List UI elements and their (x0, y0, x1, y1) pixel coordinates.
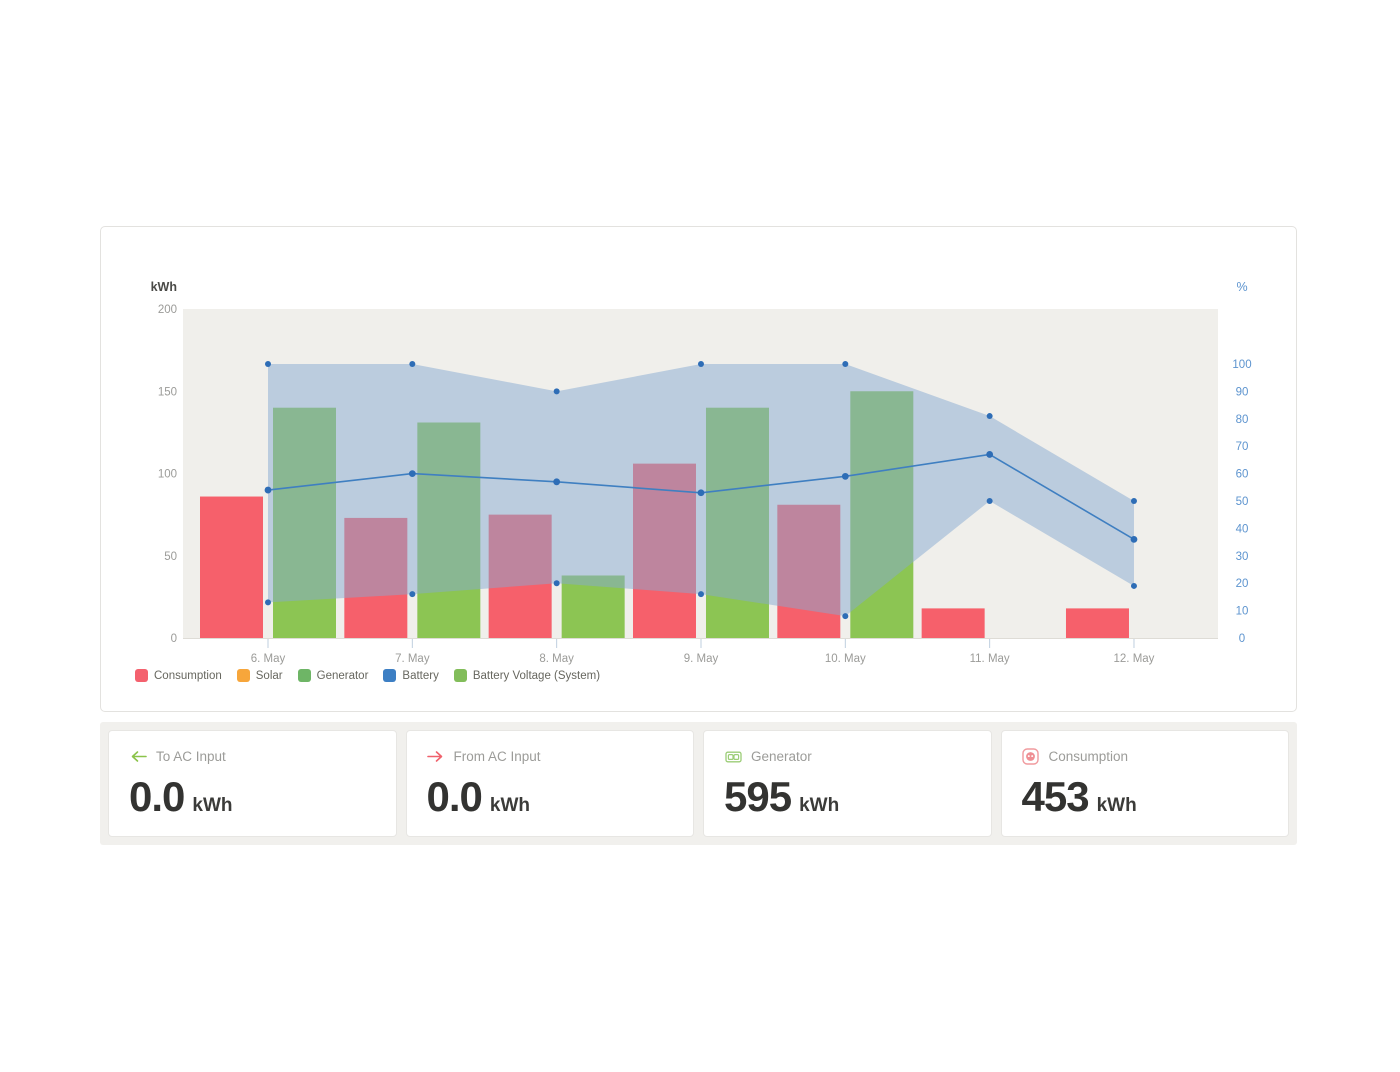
right-axis-tick-label: 80 (1236, 414, 1249, 426)
x-axis-label: 9. May (684, 653, 719, 665)
right-axis-tick-label: 40 (1236, 523, 1249, 535)
battery-max-point[interactable] (553, 388, 560, 395)
battery-min-point[interactable] (1130, 582, 1137, 589)
right-axis-tick-label: 20 (1236, 578, 1249, 590)
page: 6. May 7. May 8. May 9. May 10. May 11. May 12… (100, 226, 1297, 845)
legend-swatch (453, 669, 467, 682)
x-axis-label: 7. May (395, 653, 430, 665)
battery-max-point[interactable] (265, 361, 271, 367)
consumption-bar[interactable] (921, 608, 985, 638)
card-value-unit: kWh (799, 795, 840, 816)
consumption-bar[interactable] (200, 496, 263, 638)
card-header: From AC Input (427, 748, 694, 765)
legend-label: Battery (402, 669, 439, 682)
legend-item-battery-voltage-system[interactable]: Battery Voltage (System) (453, 669, 601, 682)
right-axis-tick-label: 30 (1236, 551, 1249, 563)
battery-min-point[interactable] (553, 580, 560, 587)
right-axis-tick-label: 0 (1239, 633, 1245, 645)
battery-min-point[interactable] (986, 498, 993, 504)
card-value: 595 kWh (724, 773, 991, 820)
legend-label: Solar (255, 669, 283, 682)
right-axis-tick-label: 70 (1236, 441, 1249, 453)
card-header: To AC Input (129, 748, 396, 765)
battery-min-point[interactable] (697, 591, 704, 598)
left-axis-tick-label: 0 (171, 633, 177, 645)
battery-max-point[interactable] (697, 361, 704, 367)
right-axis-title: % (1236, 280, 1247, 294)
left-axis-tick-label: 150 (158, 386, 177, 398)
legend-item-generator[interactable]: Generator (297, 669, 369, 682)
consumption-bar[interactable] (1065, 608, 1129, 638)
battery-max-point[interactable] (842, 361, 849, 367)
stat-card-to-ac-input: To AC Input 0.0 kWh (108, 730, 397, 837)
left-axis-tick-label: 200 (158, 304, 177, 316)
battery-soc-point[interactable] (1130, 535, 1138, 543)
legend-swatch (383, 669, 397, 682)
legend-label: Consumption (154, 669, 222, 682)
battery-soc-point[interactable] (697, 489, 705, 497)
legend-swatch (236, 669, 250, 682)
legend-item-consumption[interactable]: Consumption (135, 669, 222, 682)
battery-min-point[interactable] (265, 599, 271, 606)
card-value-number: 453 (1021, 773, 1090, 820)
x-axis-label: 12. May (1114, 653, 1155, 665)
stat-card-from-ac-input: From AC Input 0.0 kWh (405, 730, 694, 837)
chart-legend: Consumption Solar Generator Battery Battery … (101, 669, 1296, 682)
legend-swatch (297, 669, 311, 682)
right-axis-tick-label: 90 (1236, 386, 1249, 398)
card-value-number: 595 (724, 773, 792, 820)
card-label: Generator (751, 749, 812, 764)
energy-chart[interactable]: 6. May 7. May 8. May 9. May 10. May 11. May 12… (101, 227, 1297, 667)
battery-soc-point[interactable] (553, 478, 561, 486)
stats-row: To AC Input 0.0 kWh From AC Input (100, 722, 1297, 845)
legend-label: Battery Voltage (System) (472, 669, 601, 682)
arrow-right-icon (427, 748, 445, 765)
card-label: Consumption (1048, 749, 1129, 764)
right-axis-tick-label: 10 (1236, 606, 1249, 618)
generator-icon (724, 748, 742, 765)
battery-soc-point[interactable] (986, 451, 994, 458)
right-axis-tick-label: 50 (1236, 496, 1249, 508)
battery-min-point[interactable] (842, 613, 849, 620)
legend-swatch (135, 669, 148, 682)
dashboard-content: 6. May 7. May 8. May 9. May 10. May 11. May 12… (100, 226, 1297, 845)
stat-card-consumption: Consumption 453 kWh (1000, 730, 1289, 837)
legend-label: Generator (316, 669, 369, 682)
battery-soc-point[interactable] (841, 472, 849, 480)
card-value-unit: kWh (1096, 795, 1137, 816)
battery-max-point[interactable] (409, 361, 416, 367)
card-value: 453 kWh (1021, 773, 1289, 820)
stat-card-generator: Generator 595 kWh (703, 730, 992, 837)
card-label: From AC Input (453, 749, 541, 764)
card-value: 0.0 kWh (129, 773, 396, 820)
legend-item-solar[interactable]: Solar (236, 669, 283, 682)
battery-soc-point[interactable] (408, 470, 416, 477)
card-value-number: 0.0 (129, 773, 185, 820)
left-axis-tick-label: 50 (164, 551, 177, 563)
power-socket-icon (1022, 748, 1040, 765)
card-header: Generator (724, 748, 991, 765)
x-axis-label: 6. May (251, 653, 286, 665)
battery-max-point[interactable] (1130, 498, 1137, 504)
battery-min-point[interactable] (409, 591, 416, 598)
legend-item-battery[interactable]: Battery (383, 669, 439, 682)
battery-max-point[interactable] (986, 413, 993, 420)
left-axis-title: kWh (151, 280, 177, 294)
arrow-left-icon (129, 748, 147, 765)
battery-soc-point[interactable] (264, 486, 272, 494)
card-label: To AC Input (156, 749, 226, 764)
energy-chart-panel: 6. May 7. May 8. May 9. May 10. May 11. May 12… (100, 226, 1297, 712)
card-value: 0.0 kWh (426, 773, 694, 820)
right-axis-tick-label: 100 (1232, 359, 1251, 371)
right-axis-tick-label: 60 (1236, 469, 1249, 481)
card-value-number: 0.0 (426, 773, 483, 820)
x-axis-label: 10. May (825, 653, 866, 665)
card-header: Consumption (1022, 748, 1289, 765)
x-axis-label: 11. May (970, 653, 1010, 665)
card-value-unit: kWh (192, 795, 233, 816)
card-value-unit: kWh (489, 795, 530, 816)
x-axis-label: 8. May (539, 653, 574, 665)
left-axis-tick-label: 100 (158, 469, 177, 481)
